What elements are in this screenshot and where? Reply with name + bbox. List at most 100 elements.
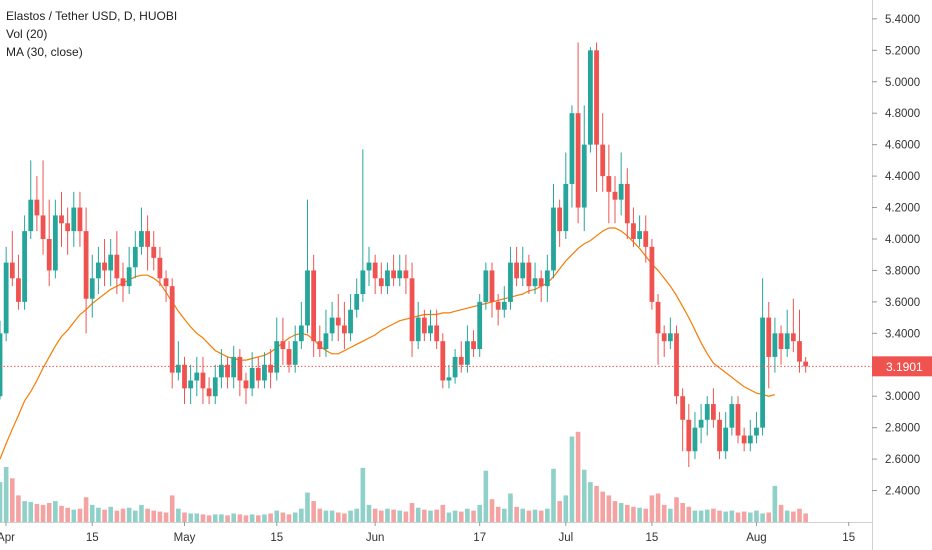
volume-bar xyxy=(766,512,772,522)
volume-bar xyxy=(157,511,163,522)
volume-bar xyxy=(305,492,310,522)
candle-body xyxy=(526,262,532,287)
volume-bar xyxy=(637,507,642,522)
candle-body xyxy=(624,183,630,224)
volume-bar xyxy=(655,493,661,522)
volume-bar xyxy=(89,504,95,522)
volume-bar xyxy=(465,508,470,522)
candle-body xyxy=(3,262,9,334)
volume-bar xyxy=(514,506,519,522)
volume-bar xyxy=(342,513,347,522)
volume-bar xyxy=(10,478,15,522)
volume-bar xyxy=(415,507,421,522)
candle-body xyxy=(311,270,317,342)
volume-bar xyxy=(194,513,200,522)
volume-bar xyxy=(668,508,673,522)
candle-body xyxy=(34,199,40,216)
candle-body xyxy=(754,427,759,436)
price-axis-bg xyxy=(872,0,932,550)
volume-bar xyxy=(329,510,335,522)
volume-bar xyxy=(145,508,150,522)
volume-bar xyxy=(692,510,698,522)
price-tick-label: 5.0000 xyxy=(885,77,920,89)
volume-bar xyxy=(551,468,556,522)
candle-body xyxy=(237,356,243,381)
volume-bar xyxy=(409,503,415,522)
candle-body xyxy=(544,270,550,287)
volume-bar xyxy=(686,506,692,522)
candle-body xyxy=(206,388,212,397)
volume-bar xyxy=(262,514,267,522)
candle-body xyxy=(428,325,433,334)
volume-bar xyxy=(594,485,599,522)
volume-bar xyxy=(625,504,630,522)
volume-bar xyxy=(299,508,304,522)
volume-bar xyxy=(803,513,808,522)
volume-bar xyxy=(108,506,113,522)
candle-body xyxy=(169,286,175,373)
candle-body xyxy=(711,404,716,420)
candle-body xyxy=(421,317,427,334)
candle-body xyxy=(618,183,624,200)
candle-body xyxy=(255,367,261,381)
volume-bars xyxy=(0,431,808,522)
candle-body xyxy=(471,341,476,350)
volume-bar xyxy=(182,512,187,522)
candle-body xyxy=(717,419,722,452)
candle-body xyxy=(723,427,729,452)
price-tick-label: 2.6000 xyxy=(885,454,920,466)
candle-body xyxy=(40,215,46,239)
volume-bar xyxy=(797,508,802,522)
volume-bar xyxy=(268,513,273,522)
candle-body xyxy=(440,341,446,381)
volume-bar xyxy=(545,508,550,522)
candle-body xyxy=(729,404,735,428)
time-tick-label: 15 xyxy=(646,532,659,544)
candle-body xyxy=(274,341,280,373)
last-price-badge xyxy=(872,356,932,377)
candle-body xyxy=(225,364,230,378)
volume-bar xyxy=(126,507,132,522)
last-price-label: 3.1901 xyxy=(886,360,923,374)
volume-bar xyxy=(791,511,796,522)
price-tick-label: 3.4000 xyxy=(885,328,920,340)
candle-body xyxy=(65,223,71,232)
volume-bar xyxy=(588,482,593,522)
volume-bar xyxy=(120,508,126,522)
candlesticks xyxy=(0,42,809,467)
candle-body xyxy=(96,262,101,279)
volume-bar xyxy=(661,504,667,522)
time-axis[interactable]: Apr 15 May 15 Jun 17 Jul 15 Aug 15 xyxy=(0,522,872,544)
volume-bar xyxy=(372,508,378,522)
candle-body xyxy=(655,301,661,334)
candle-body xyxy=(778,333,784,350)
candle-body xyxy=(631,223,636,239)
price-tick-label: 4.8000 xyxy=(885,108,920,120)
time-tick-label: 15 xyxy=(270,532,283,544)
time-tick-label: Jul xyxy=(558,532,573,544)
price-tick-label: 4.2000 xyxy=(885,203,920,215)
candle-body xyxy=(686,419,692,452)
candle-body xyxy=(372,262,378,279)
volume-bar xyxy=(151,510,157,522)
volume-bar xyxy=(34,503,40,522)
candle-body xyxy=(0,333,3,397)
candle-body xyxy=(52,215,58,271)
candle-body xyxy=(28,199,34,232)
volume-bar xyxy=(311,501,316,522)
volume-bar xyxy=(618,503,624,522)
volume-bar xyxy=(53,501,58,522)
price-axis[interactable]: 5.4000 5.2000 5.0000 4.8000 4.6000 4.4000 4.20… xyxy=(872,0,932,550)
candle-body xyxy=(391,270,396,279)
candle-body xyxy=(409,278,415,342)
candle-body xyxy=(520,262,526,279)
price-tick-label: 5.2000 xyxy=(885,45,920,57)
candle-body xyxy=(704,404,710,420)
candle-body xyxy=(157,257,163,279)
candle-body xyxy=(501,301,507,310)
volume-bar xyxy=(22,501,27,522)
candle-body xyxy=(102,262,107,271)
volume-bar xyxy=(446,512,452,522)
volume-bar xyxy=(538,510,544,522)
